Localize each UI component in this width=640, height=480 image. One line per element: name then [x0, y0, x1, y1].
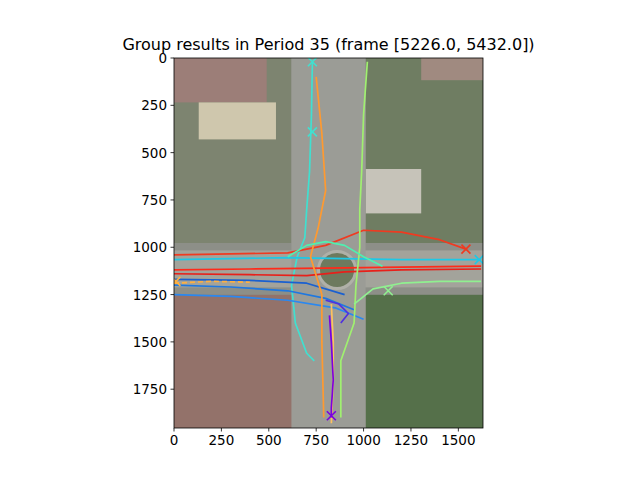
y-tick-label: 1750: [133, 381, 167, 397]
roof-sw: [174, 295, 304, 428]
roundabout: [318, 251, 355, 288]
y-tick-label: 1250: [133, 287, 167, 303]
end-marker: [308, 127, 317, 136]
x-tick-label: 250: [209, 432, 235, 448]
figure: Group results in Period 35 (frame [5226.…: [0, 0, 640, 480]
y-tick: [171, 341, 175, 342]
end-marker: [461, 245, 470, 254]
x-tick-label: 1000: [346, 432, 380, 448]
y-tick: [171, 152, 175, 153]
end-marker: [384, 286, 393, 295]
building-nw: [199, 102, 276, 139]
x-tick: [458, 428, 459, 432]
ground: [174, 58, 483, 428]
x-tick: [363, 428, 364, 432]
y-tick-label: 750: [141, 192, 167, 208]
y-tick: [171, 58, 175, 59]
x-tick: [221, 428, 222, 432]
trajectory: [292, 62, 315, 361]
y-tick: [171, 389, 175, 390]
x-tick: [316, 428, 317, 432]
trajectory: [174, 258, 481, 260]
end-marker: [475, 255, 483, 264]
trajectory: [310, 77, 325, 418]
trajectory: [326, 300, 349, 323]
end-marker: [308, 58, 317, 66]
background: [174, 58, 483, 428]
trajectory: [354, 281, 481, 304]
x-tick-label: 500: [256, 432, 282, 448]
roof-ne: [421, 58, 483, 80]
trajectory: [329, 315, 333, 417]
roof-nw: [174, 58, 267, 102]
x-tick: [174, 428, 175, 432]
end-marker: [327, 411, 336, 420]
frame: [174, 58, 483, 428]
x-tick-label: 750: [303, 432, 329, 448]
block-ne: [366, 58, 483, 243]
y-tick-label: 500: [141, 145, 167, 161]
trajectory: [174, 295, 364, 320]
y-tick-label: 0: [158, 50, 167, 66]
x-tick: [410, 428, 411, 432]
y-tick-label: 1500: [133, 334, 167, 350]
y-tick: [171, 199, 175, 200]
y-tick-label: 250: [141, 97, 167, 113]
trajectory: [288, 242, 383, 267]
trajectory: [341, 62, 368, 418]
building-ne: [366, 169, 422, 213]
trajectory: [174, 269, 481, 276]
y-tick: [171, 247, 175, 248]
trajectory: [174, 281, 250, 283]
block-nw: [174, 58, 291, 243]
x-tick-label: 1250: [394, 432, 428, 448]
trees-se: [366, 295, 483, 428]
y-tick: [171, 294, 175, 295]
x-tick: [268, 428, 269, 432]
y-tick: [171, 105, 175, 106]
x-tick-label: 0: [170, 432, 179, 448]
end-marker: [174, 277, 180, 286]
x-tick-label: 1500: [441, 432, 475, 448]
title: Group results in Period 35 (frame [5226.…: [122, 35, 534, 54]
y-tick-label: 1000: [133, 239, 167, 255]
plot-area: [174, 58, 483, 423]
